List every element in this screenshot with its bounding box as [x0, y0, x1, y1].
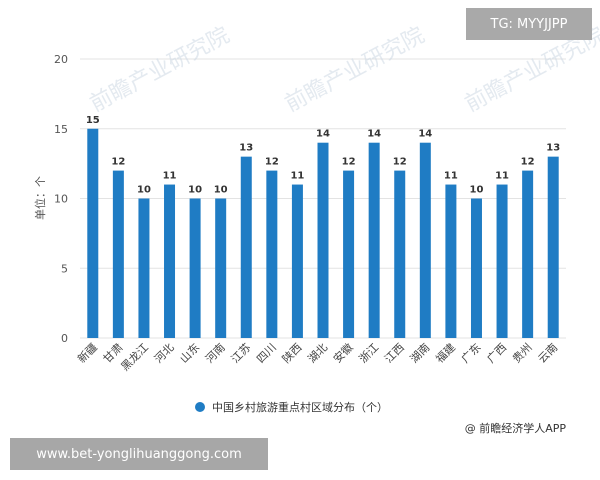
data-label: 15: [86, 115, 100, 126]
data-label: 13: [239, 143, 253, 154]
data-label: 11: [444, 171, 458, 182]
x-tick-label: 广东: [459, 341, 484, 366]
data-label: 13: [546, 143, 560, 154]
data-label: 10: [214, 185, 228, 196]
data-labels: 15 12 10 11 10 10 13 12 11 14 12 14 12 14 11 10 11 12 13: [86, 115, 560, 196]
y-tick-label: 20: [54, 53, 68, 66]
data-label: 14: [316, 129, 330, 140]
y-axis-label: 单位：个: [33, 176, 47, 220]
x-tick-label: 浙江: [357, 341, 382, 366]
x-tick-label: 河南: [203, 341, 228, 366]
x-tick-label: 山东: [177, 341, 202, 366]
bar[interactable]: [470, 198, 482, 339]
bar[interactable]: [164, 184, 176, 338]
legend-label: 中国乡村旅游重点村区域分布（个）: [212, 400, 388, 414]
bar[interactable]: [87, 128, 99, 338]
bar[interactable]: [189, 198, 201, 339]
bar[interactable]: [547, 156, 559, 338]
data-label: 11: [290, 171, 304, 182]
data-label: 12: [521, 157, 535, 168]
x-tick-label: 江西: [382, 341, 407, 366]
overlay-tag: TG: MYYJJPP: [466, 8, 592, 40]
data-label: 12: [342, 157, 356, 168]
y-tick-label: 0: [61, 332, 68, 345]
data-label: 11: [495, 171, 509, 182]
bar[interactable]: [343, 170, 355, 338]
y-axis-ticks: 0 5 10 15 20: [54, 53, 68, 345]
bar[interactable]: [138, 198, 150, 339]
x-tick-label: 安徽: [330, 340, 355, 365]
x-tick-label: 黑龙江: [119, 341, 152, 374]
bar[interactable]: [496, 184, 508, 338]
legend-marker: [195, 402, 205, 412]
x-tick-label: 福建: [433, 340, 458, 365]
x-tick-label: 陕西: [279, 340, 304, 365]
watermark-text: 前瞻产业研究院: [86, 23, 234, 117]
legend[interactable]: 中国乡村旅游重点村区域分布（个）: [195, 400, 388, 414]
bar[interactable]: [368, 142, 380, 338]
data-label: 10: [188, 185, 202, 196]
overlay-url[interactable]: www.bet-yonglihuanggong.com: [10, 438, 268, 470]
bar[interactable]: [522, 170, 534, 338]
x-tick-label: 湖南: [408, 341, 433, 366]
data-label: 14: [367, 129, 381, 140]
data-label: 12: [265, 157, 279, 168]
data-label: 12: [111, 157, 125, 168]
y-tick-label: 5: [61, 262, 68, 275]
data-label: 10: [137, 185, 151, 196]
x-tick-label: 江苏: [229, 341, 254, 366]
x-tick-label: 四川: [254, 341, 279, 366]
bar[interactable]: [419, 142, 431, 338]
bar[interactable]: [240, 156, 252, 338]
bar[interactable]: [112, 170, 124, 338]
y-tick-label: 15: [54, 123, 68, 136]
data-label: 12: [393, 157, 407, 168]
x-tick-label: 广西: [484, 341, 509, 366]
x-tick-label: 河北: [152, 341, 177, 366]
x-tick-label: 湖北: [305, 341, 330, 366]
data-label: 14: [418, 129, 432, 140]
bar[interactable]: [291, 184, 303, 338]
y-tick-label: 10: [54, 193, 68, 206]
x-tick-label: 云南: [536, 341, 561, 366]
bar[interactable]: [317, 142, 329, 338]
source-note: @ 前瞻经济学人APP: [465, 421, 567, 435]
data-label: 11: [163, 171, 177, 182]
bar[interactable]: [394, 170, 406, 338]
bars: [87, 128, 559, 339]
bar[interactable]: [266, 170, 278, 338]
bar[interactable]: [445, 184, 457, 338]
bar[interactable]: [215, 198, 227, 339]
x-tick-label: 新疆: [74, 340, 99, 365]
x-tick-label: 贵州: [510, 341, 535, 366]
data-label: 10: [470, 185, 484, 196]
watermark-text: 前瞻产业研究院: [281, 23, 429, 117]
